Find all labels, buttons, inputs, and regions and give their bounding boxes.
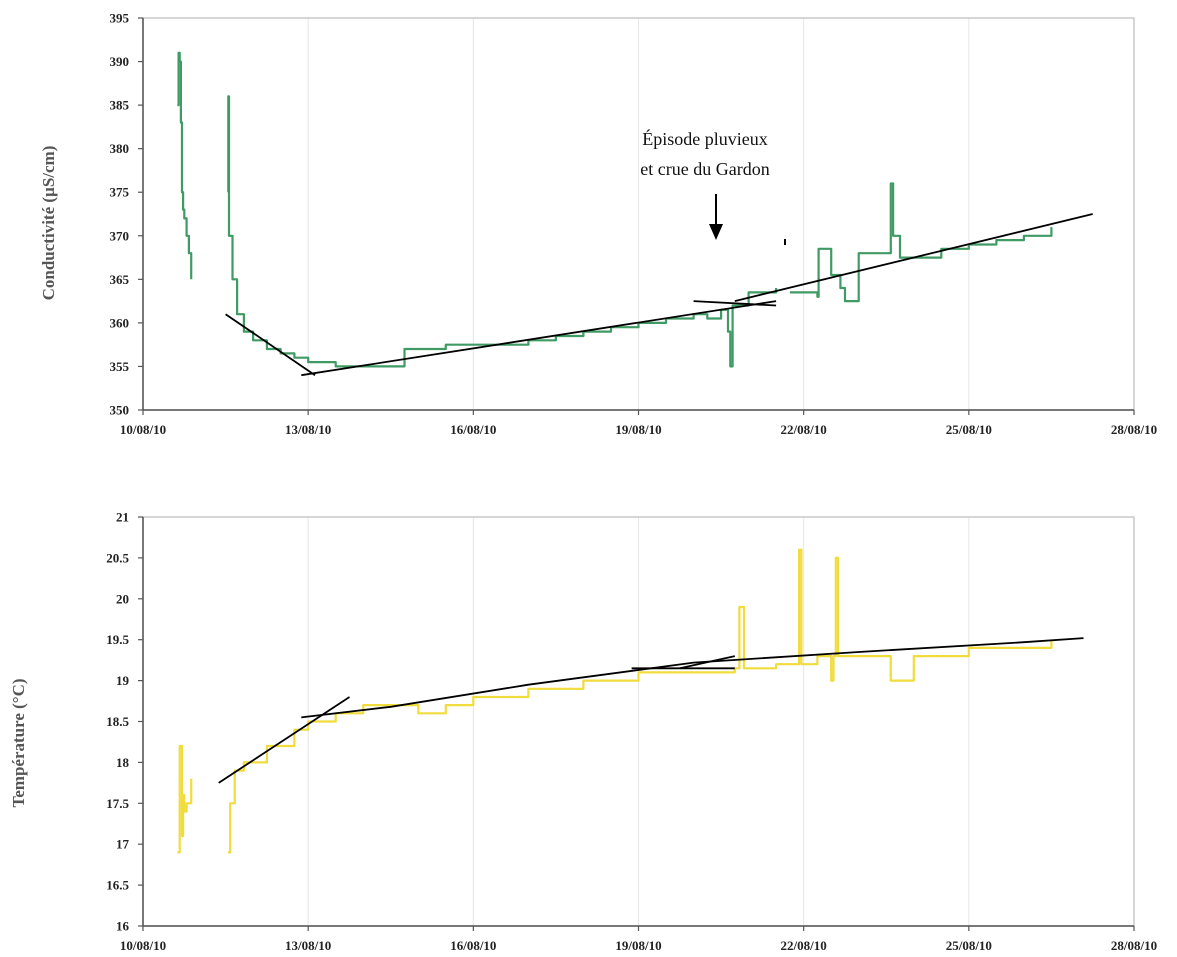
annotation-arrow-head xyxy=(709,224,723,240)
y-tick-label: 385 xyxy=(110,98,130,113)
y-tick-label: 390 xyxy=(110,54,130,69)
x-tick-label: 10/08/10 xyxy=(120,938,166,953)
trend-line xyxy=(301,300,777,377)
y-tick-label: 18.5 xyxy=(106,714,129,729)
y-tick-label: 350 xyxy=(110,403,130,418)
x-tick-label: 25/08/10 xyxy=(946,938,992,953)
x-tick-label: 22/08/10 xyxy=(781,422,827,437)
x-tick-label: 22/08/10 xyxy=(781,938,827,953)
data-series-line xyxy=(177,51,193,280)
x-tick-label: 28/08/10 xyxy=(1111,422,1157,437)
trend-line xyxy=(225,313,316,376)
data-series-line xyxy=(789,182,1053,303)
y-tick-label: 17 xyxy=(116,837,130,852)
y-tick-label: 355 xyxy=(110,359,130,374)
x-tick-label: 19/08/10 xyxy=(615,422,661,437)
trend-line xyxy=(693,300,777,307)
rain-episode-annotation: Épisode pluvieux et crue du Gardon xyxy=(640,128,786,245)
data-series-line xyxy=(227,548,1053,854)
x-tick-label: 16/08/10 xyxy=(450,422,496,437)
y-tick-label: 380 xyxy=(110,141,130,156)
x-tick-label: 13/08/10 xyxy=(285,938,331,953)
y-tick-label: 17.5 xyxy=(106,796,129,811)
y-tick-label: 19 xyxy=(116,673,130,688)
y-tick-label: 16 xyxy=(116,919,130,934)
conductivity-axis-title: Conductivité (µS/cm) xyxy=(39,146,58,301)
x-tick-label: 13/08/10 xyxy=(285,422,331,437)
y-tick-label: 21 xyxy=(116,510,129,525)
y-tick-label: 20 xyxy=(116,591,129,606)
trend-line xyxy=(734,213,1093,302)
annotation-line-1: Épisode pluvieux xyxy=(642,128,767,149)
x-tick-label: 19/08/10 xyxy=(615,938,661,953)
y-tick-label: 20.5 xyxy=(106,550,129,565)
y-tick-label: 395 xyxy=(110,11,130,26)
trend-line xyxy=(301,637,1084,719)
x-tick-label: 10/08/10 xyxy=(120,422,166,437)
trend-line xyxy=(679,655,735,670)
y-tick-label: 360 xyxy=(110,315,130,330)
y-tick-label: 370 xyxy=(110,228,130,243)
temperature-chart: Température (°C) 16 16.5 17 17.5 18 18.5 19 19.… xyxy=(9,510,1157,954)
conductivity-chart: Conductivité (µS/cm) Épisode pluvieux et… xyxy=(39,11,1157,438)
y-tick-label: 365 xyxy=(110,272,130,287)
y-tick-label: 18 xyxy=(116,755,130,770)
trend-line xyxy=(218,696,350,784)
y-tick-label: 19.5 xyxy=(106,632,129,647)
y-tick-label: 375 xyxy=(110,185,130,200)
x-tick-label: 16/08/10 xyxy=(450,938,496,953)
data-series-line xyxy=(177,744,193,854)
temperature-axis-title: Température (°C) xyxy=(9,678,28,807)
x-tick-label: 28/08/10 xyxy=(1111,938,1157,953)
y-tick-label: 16.5 xyxy=(106,878,129,893)
x-tick-label: 25/08/10 xyxy=(946,422,992,437)
annotation-line-2: et crue du Gardon xyxy=(640,159,769,179)
